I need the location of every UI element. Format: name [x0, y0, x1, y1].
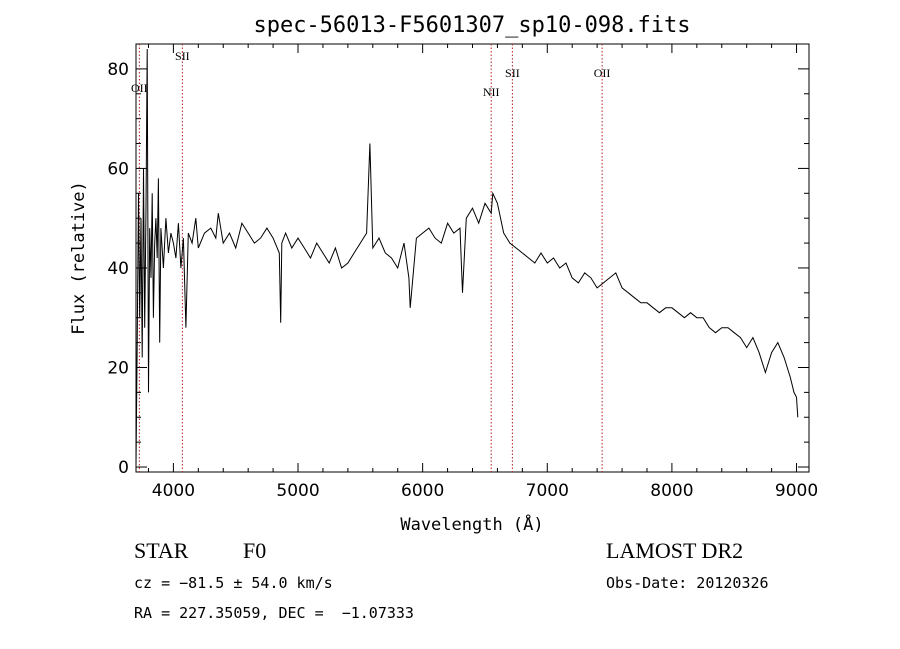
emission-line-label: NII	[483, 85, 500, 99]
obs-date: Obs-Date: 20120326	[606, 574, 769, 592]
redshift-cz: cz = −81.5 ± 54.0 km/s	[134, 574, 333, 592]
x-tick-label: 9000	[775, 481, 818, 501]
y-axis-label: Flux (relative)	[69, 181, 89, 335]
x-tick-label: 6000	[401, 481, 444, 501]
x-tick-label: 8000	[650, 481, 693, 501]
emission-line-label: OII	[594, 66, 611, 80]
x-axis-label: Wavelength (Å)	[400, 513, 543, 535]
x-tick-label: 5000	[276, 481, 319, 501]
chart-title: spec-56013-F5601307_sp10-098.fits	[253, 13, 690, 38]
coordinates: RA = 227.35059, DEC = −1.07333	[134, 604, 414, 622]
y-tick-label: 0	[118, 458, 129, 478]
y-tick-label: 60	[107, 159, 129, 179]
spectrum-line	[135, 48, 799, 468]
y-tick-label: 40	[107, 259, 129, 279]
emission-line-label: SII	[505, 66, 520, 80]
object-class: STAR	[134, 538, 189, 563]
x-tick-label: 7000	[526, 481, 569, 501]
x-tick-label: 4000	[152, 481, 195, 501]
object-subclass: F0	[243, 538, 267, 563]
y-tick-label: 20	[107, 358, 129, 378]
y-tick-label: 80	[107, 60, 129, 80]
emission-line-label: SII	[175, 49, 190, 63]
emission-line-label: OII	[131, 81, 148, 95]
survey-name: LAMOST DR2	[606, 538, 744, 563]
plot-frame	[135, 43, 810, 473]
